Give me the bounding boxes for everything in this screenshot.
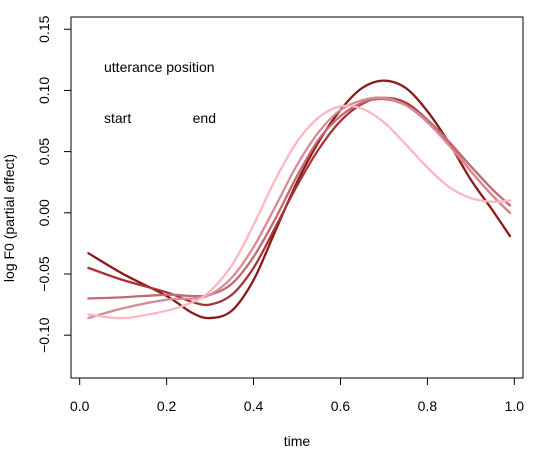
plot-frame — [70, 16, 524, 379]
y-tick-label: 0.10 — [36, 77, 52, 104]
series-line-4 — [87, 96, 512, 320]
x-tick-label: 0.2 — [157, 398, 177, 414]
series-line-3 — [87, 97, 512, 300]
legend-title: utterance position — [104, 59, 215, 75]
series-layer — [87, 79, 512, 320]
x-tick-label: 0.6 — [331, 398, 351, 414]
series-line-2 — [87, 96, 512, 307]
y-tick-label: 0.00 — [36, 199, 52, 226]
legend: utterance position start end — [102, 59, 221, 126]
y-axis-label: log F0 (partial effect) — [1, 154, 17, 282]
legend-start-label: start — [104, 110, 131, 126]
y-tick-label: 0.15 — [36, 15, 52, 42]
x-tick-label: 0.0 — [70, 398, 90, 414]
y-axis: −0.10 −0.05 0.00 0.05 0.10 0.15 — [36, 15, 71, 353]
series-line-5 — [87, 104, 512, 320]
x-axis: 0.0 0.2 0.4 0.6 0.8 1.0 — [70, 378, 524, 414]
x-tick-label: 1.0 — [505, 398, 525, 414]
legend-end-label: end — [193, 110, 216, 126]
y-tick-label: −0.05 — [36, 256, 52, 292]
x-tick-label: 0.8 — [418, 398, 438, 414]
y-tick-label: 0.05 — [36, 138, 52, 165]
y-tick-label: −0.10 — [36, 317, 52, 353]
series-line-1 — [87, 79, 512, 320]
x-axis-label: time — [284, 433, 311, 449]
x-tick-label: 0.4 — [244, 398, 264, 414]
